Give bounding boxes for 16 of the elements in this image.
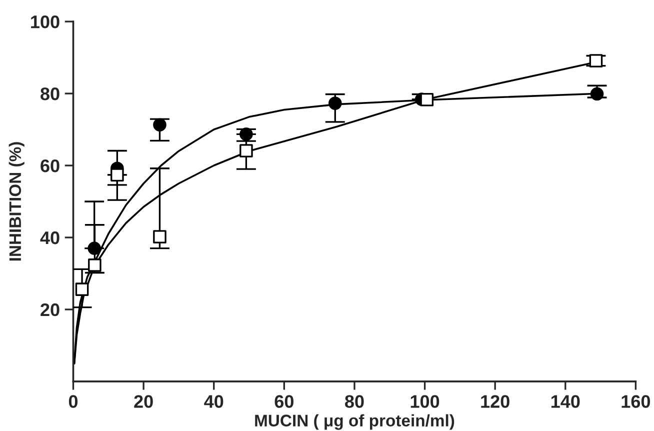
y-tick-label: 60 [40,159,60,172]
y-tick-label: 40 [40,231,60,244]
x-tick-label: 80 [345,395,364,408]
y-tick-label: 20 [40,303,60,316]
x-tick-label: 60 [274,395,294,408]
y-axis-title: INHIBITION (%) [8,142,24,261]
x-tick-label: 120 [481,395,510,408]
x-tick-label: 20 [134,395,153,408]
y-tick-label: 100 [31,15,60,28]
x-tick-label: 140 [551,395,580,408]
x-tick-label: 100 [410,395,440,408]
x-tick-label: 160 [622,395,650,408]
x-tick-label: 40 [204,395,224,408]
x-axis-title: MUCIN ( μg of protein/ml) [255,414,454,430]
y-tick-label: 80 [40,87,60,100]
x-tick-label: 0 [68,395,78,408]
